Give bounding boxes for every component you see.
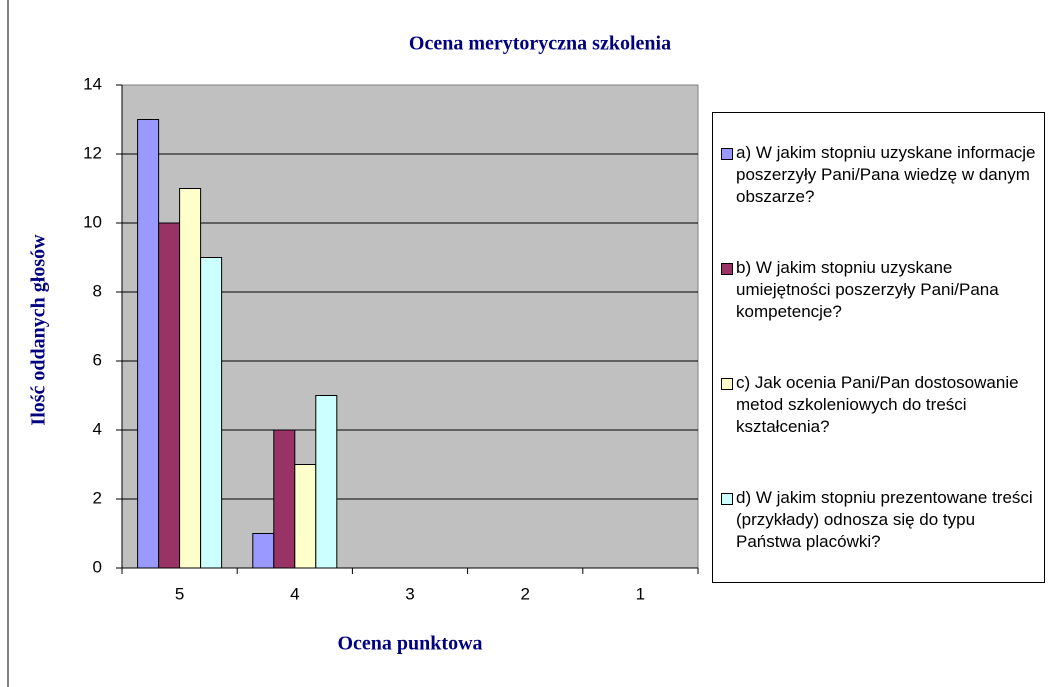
legend-swatch xyxy=(721,493,733,506)
y-tick-label: 10 xyxy=(83,212,102,231)
bar xyxy=(158,222,181,569)
x-tick-label: 3 xyxy=(405,584,414,603)
y-tick-label: 0 xyxy=(93,557,102,576)
bar xyxy=(179,188,202,569)
y-tick-label: 8 xyxy=(93,281,102,300)
legend-swatch xyxy=(721,147,733,160)
x-tick-label: 2 xyxy=(520,584,529,603)
legend-label: d) W jakim stopniu prezentowane treści (… xyxy=(736,488,1033,552)
bar xyxy=(252,533,275,569)
y-tick-label: 4 xyxy=(93,419,102,438)
x-axis-label: Ocena punktowa xyxy=(337,633,482,655)
legend-swatch xyxy=(721,262,733,275)
x-tick-label: 1 xyxy=(636,584,645,603)
legend-entry: d) W jakim stopniu prezentowane treści (… xyxy=(721,487,1036,553)
legend-label: a) W jakim stopniu uzyskane informacje p… xyxy=(736,142,1036,206)
y-tick-label: 2 xyxy=(93,488,102,507)
bar xyxy=(294,464,317,569)
legend-entry: b) W jakim stopniu uzyskane umiejętności… xyxy=(721,257,1036,323)
x-tick-label: 4 xyxy=(290,584,299,603)
x-tick-label: 5 xyxy=(175,584,184,603)
y-tick-label: 12 xyxy=(83,143,102,162)
bar xyxy=(200,257,223,569)
bar xyxy=(273,429,296,569)
y-tick-label: 6 xyxy=(93,350,102,369)
legend-entry: a) W jakim stopniu uzyskane informacje p… xyxy=(721,142,1036,208)
legend-label: b) W jakim stopniu uzyskane umiejętności… xyxy=(736,257,999,321)
legend-label: c) Jak ocenia Pani/Pan dostosowanie meto… xyxy=(736,373,1019,437)
y-tick-label: 14 xyxy=(83,74,102,93)
bar xyxy=(315,395,338,569)
legend-entry: c) Jak ocenia Pani/Pan dostosowanie meto… xyxy=(721,372,1036,438)
chart-title: Ocena merytoryczna szkolenia xyxy=(409,33,671,55)
legend: a) W jakim stopniu uzyskane informacje p… xyxy=(712,112,1045,583)
y-axis-label: Ilość oddanych głosów xyxy=(28,234,50,426)
bar xyxy=(137,119,160,569)
legend-swatch xyxy=(721,378,733,391)
